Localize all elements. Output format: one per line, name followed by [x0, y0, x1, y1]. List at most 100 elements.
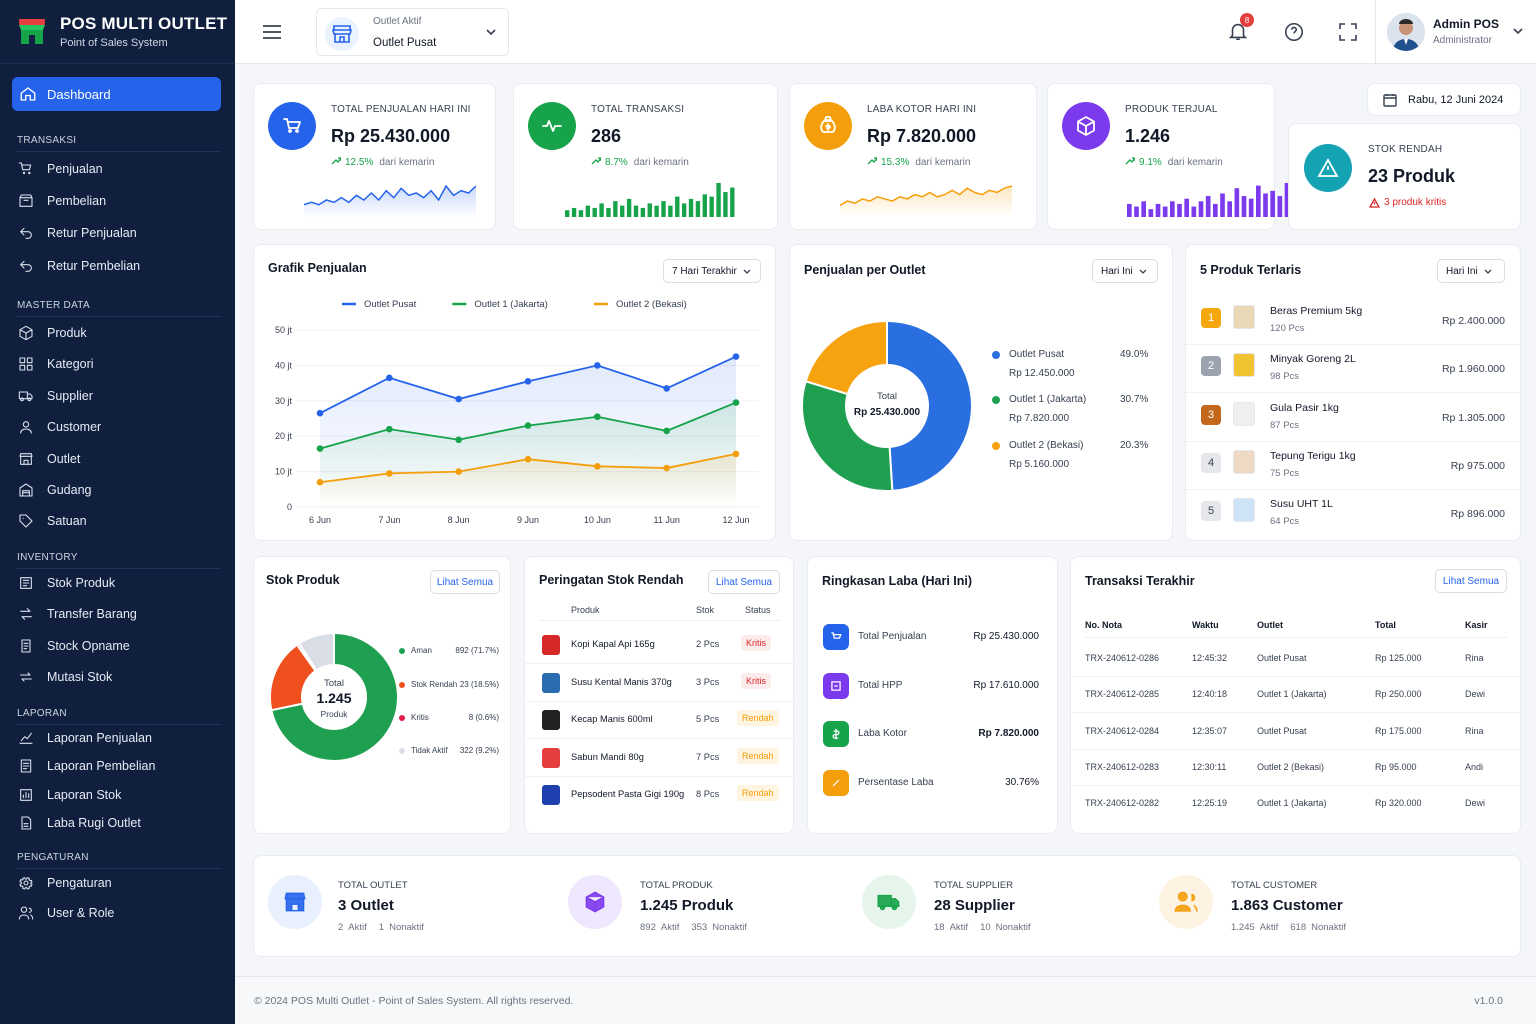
period-select[interactable]: Hari Ini [1437, 259, 1505, 283]
data-point[interactable] [524, 422, 532, 429]
copyright: © 2024 POS Multi Outlet - Point of Sales… [254, 995, 574, 1007]
donut-slice-4[interactable] [297, 631, 335, 672]
sidebar-item-mutasi-stok[interactable]: Mutasi Stok [18, 669, 112, 685]
fullscreen-icon[interactable] [1339, 23, 1357, 41]
sidebar-item-produk[interactable]: Produk [18, 325, 87, 341]
table-row[interactable]: TRX-240612-0282 12:25:19 Outlet 1 (Jakarta… [1071, 786, 1522, 822]
data-point[interactable] [594, 362, 601, 369]
sidebar-item-customer[interactable]: Customer [18, 419, 101, 435]
data-point[interactable] [316, 445, 324, 452]
sidebar-item-outlet[interactable]: Outlet [18, 451, 80, 467]
sidebar-item-stock-opname[interactable]: Stock Opname [18, 638, 130, 654]
kasir-cell: Dewi [1465, 689, 1486, 700]
help-icon[interactable] [1283, 21, 1305, 43]
sidebar-item-gudang[interactable]: Gudang [18, 482, 91, 498]
data-point[interactable] [455, 395, 462, 403]
sidebar-item-retur-penjualan[interactable]: Retur Penjualan [18, 225, 137, 241]
sidebar-item-transfer-barang[interactable]: Transfer Barang [18, 606, 137, 622]
legend-label: Outlet 2 (Bekasi) [616, 299, 687, 310]
date-picker[interactable]: Rabu, 12 Juni 2024 [1367, 83, 1521, 116]
summary-item: TOTAL SUPPLIER 28 Supplier 18 Aktif 10 Nonakt… [862, 856, 1142, 956]
card-title: Transaksi Terakhir [1085, 574, 1195, 588]
sidebar-item-laporan-stok[interactable]: Laporan Stok [18, 787, 121, 803]
table-row[interactable]: Kopi Kapal Api 165g 2 Pcs Kritis [525, 627, 795, 664]
data-point[interactable] [316, 478, 324, 486]
donut-slice-2[interactable] [801, 380, 894, 492]
list-item[interactable]: 3 Gula Pasir 1kg 87 Pcs Rp 1.305.000 [1186, 394, 1522, 442]
sidebar-item-pengaturan[interactable]: Pengaturan [18, 875, 112, 891]
data-point[interactable] [316, 409, 324, 417]
data-point[interactable] [594, 413, 601, 421]
data-point[interactable] [524, 455, 532, 463]
data-point[interactable] [663, 427, 670, 435]
sidebar-item-pembelian[interactable]: Pembelian [18, 193, 106, 209]
active-count: 1.245 [1231, 922, 1255, 933]
nota-cell: TRX-240612-0283 [1085, 761, 1160, 772]
donut-slice-1[interactable] [886, 319, 973, 492]
period-select[interactable]: 7 Hari Terakhir [663, 259, 761, 283]
table-row[interactable]: Kecap Manis 600ml 5 Pcs Rendah [525, 702, 795, 740]
list-item[interactable]: 4 Tepung Terigu 1kg 75 Pcs Rp 975.000 [1186, 442, 1522, 490]
time-cell: 12:45:32 [1192, 653, 1228, 663]
table-row[interactable]: Susu Kental Manis 370g 3 Pcs Kritis [525, 665, 795, 702]
sidebar-item-kategori[interactable]: Kategori [18, 356, 94, 372]
outlet-selector[interactable]: Outlet Aktif Outlet Pusat [316, 8, 509, 56]
table-row[interactable]: TRX-240612-0284 12:35:07 Outlet Pusat Rp 17… [1071, 714, 1522, 750]
sidebar-item-label: Pembelian [47, 194, 107, 208]
table-row[interactable]: Sabun Mandi 80g 7 Pcs Rendah [525, 740, 795, 777]
data-point[interactable] [386, 425, 393, 433]
sidebar-item-user-role[interactable]: User & Role [18, 905, 114, 921]
table-row[interactable]: TRX-240612-0286 12:45:32 Outlet Pusat Rp 12… [1071, 641, 1522, 677]
data-point[interactable] [663, 385, 670, 392]
lihat-semua-button[interactable]: Lihat Semua [1435, 569, 1507, 593]
sales-line-chart: Outlet Pusat Outlet 1 (Jakarta) Outlet 2 (… [275, 299, 759, 525]
list-item[interactable]: 1 Beras Premium 5kg 120 Pcs Rp 2.400.000 [1186, 297, 1522, 345]
lihat-semua-button[interactable]: Lihat Semua [708, 570, 780, 594]
data-point[interactable] [594, 462, 601, 470]
list-item[interactable]: 5 Susu UHT 1L 64 Pcs Rp 896.000 [1186, 490, 1522, 538]
sidebar-item-laporan-penjualan[interactable]: Laporan Penjualan [18, 730, 152, 746]
inactive-text: Nonaktif [712, 922, 748, 933]
outlet-label: Outlet Aktif [373, 16, 422, 27]
sidebar-item-laporan-pembelian[interactable]: Laporan Pembelian [18, 758, 155, 774]
sidebar-item-satuan[interactable]: Satuan [18, 513, 87, 529]
spark-bar [1177, 203, 1182, 217]
money-icon [823, 721, 849, 747]
donut-slice-3[interactable] [804, 319, 888, 396]
data-point[interactable] [524, 378, 532, 385]
delta-value: 8.7% [605, 157, 628, 168]
data-point[interactable] [732, 399, 740, 406]
data-point[interactable] [455, 436, 462, 444]
kpi-delta: 12.5% dari kemarin [331, 157, 434, 168]
user-menu[interactable]: Admin POS Administrator [1387, 12, 1527, 52]
list-item[interactable]: 2 Minyak Goreng 2L 98 Pcs Rp 1.960.000 [1186, 345, 1522, 394]
sidebar-item-penjualan[interactable]: Penjualan [18, 161, 103, 177]
table-row[interactable]: Pepsodent Pasta Gigi 190g 8 Pcs Rendah [525, 777, 795, 814]
transfer-barang-icon [20, 608, 32, 620]
period-select[interactable]: Hari Ini [1092, 259, 1158, 283]
donut-slice-1[interactable] [270, 631, 399, 762]
data-point[interactable] [732, 450, 740, 458]
data-point[interactable] [732, 353, 740, 360]
menu-icon[interactable] [263, 24, 281, 40]
lihat-semua-button[interactable]: Lihat Semua [430, 570, 500, 594]
table-row[interactable]: TRX-240612-0283 12:30:11 Outlet 2 (Bekasi)… [1071, 750, 1522, 786]
data-point[interactable] [663, 464, 670, 472]
data-point[interactable] [386, 470, 393, 477]
sidebar-item-dashboard[interactable]: Dashboard [12, 77, 221, 111]
table-row[interactable]: TRX-240612-0285 12:40:18 Outlet 1 (Jakarta… [1071, 677, 1522, 714]
sidebar-item-retur-pembelian[interactable]: Retur Pembelian [18, 258, 140, 274]
card-title: Penjualan per Outlet [804, 263, 926, 277]
product-name: Susu Kental Manis 370g [571, 676, 672, 687]
spark-bar [620, 205, 625, 217]
data-point[interactable] [386, 374, 393, 382]
box-icon [1062, 102, 1110, 150]
sidebar-item-laba-rugi-outlet[interactable]: Laba Rugi Outlet [18, 815, 141, 831]
sidebar-item-stok-produk[interactable]: Stok Produk [18, 575, 115, 591]
sidebar-item-supplier[interactable]: Supplier [18, 388, 93, 404]
product-name: Minyak Goreng 2L [1270, 353, 1356, 366]
notification-button[interactable]: 8 [1227, 13, 1254, 44]
data-point[interactable] [455, 468, 462, 475]
sidebar-item-label: Laporan Penjualan [47, 731, 152, 745]
sidebar-item-label: Outlet [47, 452, 81, 466]
